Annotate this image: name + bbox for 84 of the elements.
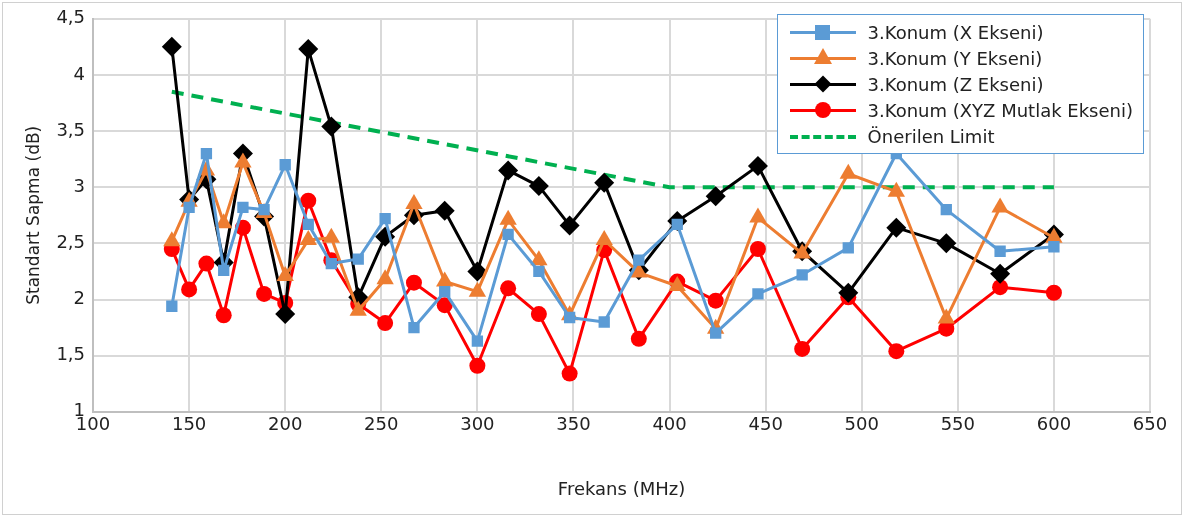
point: [498, 160, 519, 181]
point: [298, 39, 319, 60]
point: [500, 280, 517, 297]
point: [940, 204, 952, 216]
x-tick-label: 400: [652, 413, 687, 435]
point: [794, 340, 811, 357]
point: [707, 292, 724, 309]
point: [990, 263, 1011, 284]
point: [200, 147, 213, 160]
point: [471, 335, 484, 347]
point: [161, 36, 182, 57]
point: [594, 172, 615, 193]
y-axis-title: Standart Sapma (dB): [22, 125, 43, 305]
point: [405, 274, 422, 291]
legend-label: Önerilen Limit: [867, 125, 995, 147]
point: [275, 304, 296, 325]
point: [838, 282, 859, 303]
x-tick-label: 200: [268, 413, 303, 435]
point: [379, 213, 391, 225]
point: [181, 281, 198, 298]
x-tick-label: 500: [844, 413, 879, 435]
y-tick-label: 4,5: [56, 6, 86, 28]
x-tick-label: 250: [364, 413, 399, 435]
y-tick-label: 3: [73, 174, 86, 196]
point: [302, 218, 314, 230]
point: [533, 265, 545, 278]
point: [992, 279, 1009, 296]
x-tick-label: 350: [556, 413, 591, 435]
point: [842, 242, 854, 254]
point: [215, 307, 232, 324]
point: [886, 217, 907, 238]
x-tick-label: 600: [1036, 413, 1072, 435]
point: [528, 176, 549, 197]
point: [183, 201, 195, 214]
point: [749, 240, 766, 257]
point: [321, 116, 342, 137]
point: [559, 215, 580, 236]
point: [752, 288, 764, 300]
point: [530, 306, 547, 323]
point: [300, 192, 317, 209]
y-tick-label: 2,5: [56, 231, 86, 253]
point: [630, 330, 647, 347]
x-tick-label: 650: [1132, 413, 1168, 435]
y-tick-label: 1,5: [56, 343, 86, 365]
legend-label: 3.Konum (Y Ekseni): [867, 47, 1043, 69]
point: [467, 261, 488, 282]
point: [888, 343, 905, 360]
point: [1048, 241, 1060, 253]
point: [352, 253, 364, 265]
point: [469, 357, 486, 374]
point: [256, 285, 273, 302]
point: [237, 201, 249, 214]
point: [747, 155, 768, 176]
point: [434, 200, 455, 221]
point: [166, 300, 178, 312]
point: [405, 194, 423, 210]
point: [325, 257, 337, 270]
point: [710, 327, 722, 339]
x-tick-label: 150: [171, 413, 207, 435]
point: [1045, 284, 1062, 301]
x-tick-label: 450: [748, 413, 783, 435]
legend-label: 3.Konum (Z Ekseni): [867, 73, 1044, 95]
x-tick-label: 300: [460, 413, 495, 435]
point: [408, 321, 420, 334]
y-tick-label: 3,5: [56, 118, 86, 140]
y-tick-label: 4: [73, 62, 86, 84]
x-axis-title: Frekans (MHz): [557, 477, 686, 499]
point: [598, 316, 610, 328]
legend-label: 3.Konum (X Ekseni): [867, 21, 1044, 43]
point: [279, 159, 291, 171]
point: [377, 315, 394, 332]
point: [633, 254, 645, 266]
point: [936, 233, 957, 254]
point: [198, 255, 215, 272]
point: [561, 365, 578, 382]
point: [705, 186, 726, 207]
legend-label: 3.Konum (XYZ Mutlak Ekseni): [867, 99, 1133, 121]
point: [218, 264, 230, 276]
point: [439, 286, 451, 298]
y-tick-label: 2: [73, 287, 86, 309]
point: [994, 245, 1006, 257]
x-tick-label: 550: [940, 413, 975, 435]
point: [796, 269, 808, 281]
point: [502, 228, 514, 241]
